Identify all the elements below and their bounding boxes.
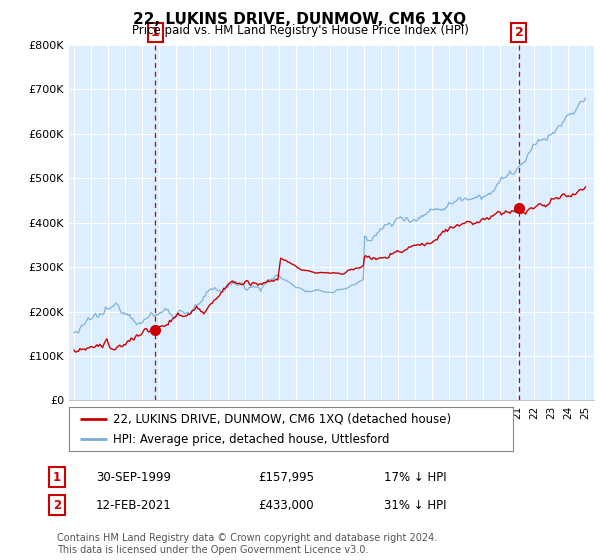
Text: 31% ↓ HPI: 31% ↓ HPI bbox=[384, 498, 446, 512]
Text: HPI: Average price, detached house, Uttlesford: HPI: Average price, detached house, Uttl… bbox=[113, 432, 390, 446]
Text: 12-FEB-2021: 12-FEB-2021 bbox=[96, 498, 172, 512]
Text: 17% ↓ HPI: 17% ↓ HPI bbox=[384, 470, 446, 484]
Text: 22, LUKINS DRIVE, DUNMOW, CM6 1XQ: 22, LUKINS DRIVE, DUNMOW, CM6 1XQ bbox=[133, 12, 467, 27]
Text: 1: 1 bbox=[151, 26, 160, 39]
Text: Contains HM Land Registry data © Crown copyright and database right 2024.
This d: Contains HM Land Registry data © Crown c… bbox=[57, 533, 437, 555]
Text: 2: 2 bbox=[515, 26, 523, 39]
Text: 1: 1 bbox=[53, 470, 61, 484]
Text: £157,995: £157,995 bbox=[258, 470, 314, 484]
Text: 22, LUKINS DRIVE, DUNMOW, CM6 1XQ (detached house): 22, LUKINS DRIVE, DUNMOW, CM6 1XQ (detac… bbox=[113, 412, 452, 426]
Text: Price paid vs. HM Land Registry's House Price Index (HPI): Price paid vs. HM Land Registry's House … bbox=[131, 24, 469, 37]
Text: £433,000: £433,000 bbox=[258, 498, 314, 512]
Text: 2: 2 bbox=[53, 498, 61, 512]
Text: 30-SEP-1999: 30-SEP-1999 bbox=[96, 470, 171, 484]
